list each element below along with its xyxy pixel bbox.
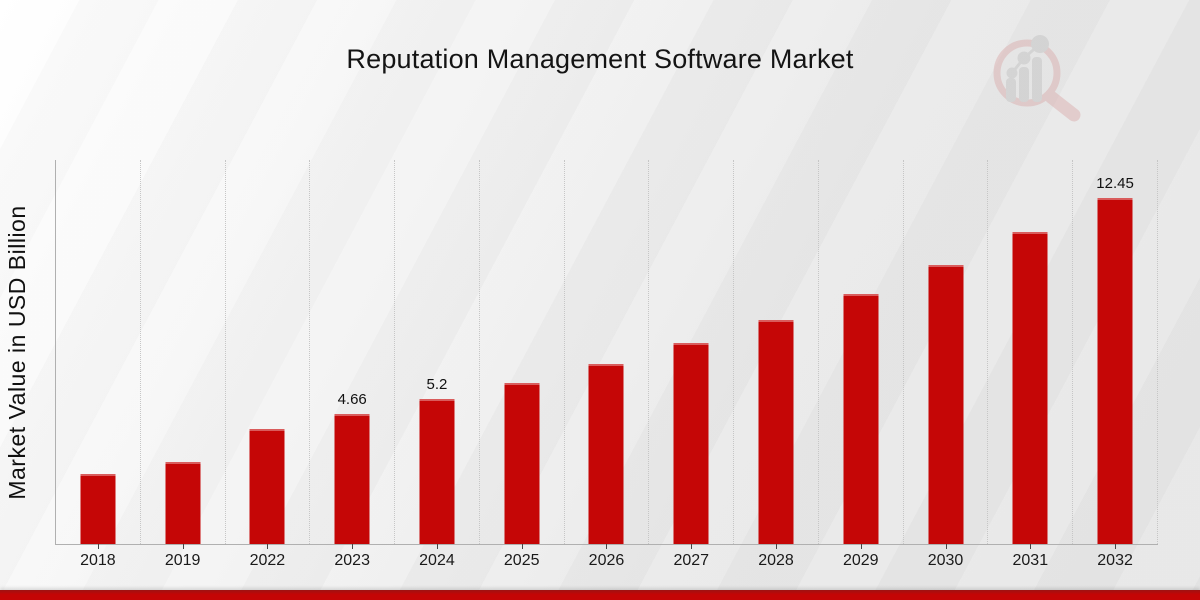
x-axis-tick bbox=[691, 544, 693, 549]
x-axis-label: 2018 bbox=[80, 552, 116, 569]
x-axis-tick bbox=[776, 544, 777, 549]
bar-value-label: 4.66 bbox=[337, 391, 367, 409]
x-axis-tick bbox=[436, 544, 438, 549]
bar-value-label: 5.2 bbox=[426, 376, 448, 394]
plot-area: 2018 2019 2022 4.66 2023 5.2 2024 2025 2026 2027 2… bbox=[55, 160, 1158, 569]
logo-bar-medium bbox=[1019, 67, 1029, 102]
bar bbox=[673, 343, 709, 544]
mrfr-logo-watermark bbox=[993, 35, 1081, 122]
bar-column: 2027 bbox=[649, 160, 735, 569]
bar-column: 2030 bbox=[904, 160, 989, 569]
x-axis-tick bbox=[267, 544, 269, 549]
x-axis-tick bbox=[945, 544, 947, 549]
bar-column: 2031 bbox=[988, 160, 1074, 569]
x-axis-label: 2022 bbox=[249, 552, 286, 569]
bar bbox=[419, 399, 455, 544]
bar-value-label: 12.45 bbox=[1096, 174, 1134, 192]
bar bbox=[334, 414, 370, 544]
magnifier-ring-icon bbox=[993, 39, 1061, 107]
chart-title: Reputation Management Software Market bbox=[346, 44, 854, 74]
footer-accent-stripe bbox=[0, 590, 1200, 600]
bar-column: 2028 bbox=[734, 160, 819, 569]
x-axis-label: 2023 bbox=[334, 552, 370, 569]
x-axis-tick bbox=[521, 544, 523, 549]
x-axis-tick bbox=[860, 544, 862, 549]
y-axis-title: Market Value in USD Billion bbox=[4, 205, 30, 500]
bar bbox=[928, 265, 964, 544]
x-axis-tick bbox=[352, 544, 354, 549]
x-axis-tick bbox=[1030, 544, 1032, 549]
bar bbox=[80, 474, 116, 544]
bar-column: 4.66 2023 bbox=[310, 160, 396, 569]
x-axis-label: 2028 bbox=[758, 552, 794, 569]
bar bbox=[758, 320, 794, 544]
bar-column: 2029 bbox=[819, 160, 904, 569]
bar bbox=[843, 293, 879, 544]
x-axis-tick bbox=[606, 544, 608, 549]
bar bbox=[165, 461, 201, 544]
logo-node-medium bbox=[1017, 51, 1031, 65]
x-axis-label: 2026 bbox=[588, 552, 625, 569]
x-axis-label: 2025 bbox=[503, 552, 540, 569]
logo-node-small bbox=[1006, 67, 1018, 79]
x-axis-label: 2024 bbox=[419, 552, 455, 569]
x-axis-label: 2019 bbox=[164, 552, 201, 569]
x-axis-label: 2031 bbox=[1012, 552, 1049, 569]
logo-trend-line bbox=[1010, 42, 1041, 74]
x-axis-label: 2027 bbox=[673, 552, 710, 569]
bar-column: 2025 bbox=[480, 160, 565, 569]
bar-column: 12.45 2032 bbox=[1073, 160, 1158, 569]
x-axis-label: 2032 bbox=[1097, 552, 1133, 569]
bar-column: 2026 bbox=[565, 160, 650, 569]
x-axis-label: 2030 bbox=[927, 552, 964, 569]
bar bbox=[1097, 197, 1133, 544]
x-axis-label: 2029 bbox=[842, 552, 879, 569]
bar-column: 2022 bbox=[226, 160, 311, 569]
x-axis-tick bbox=[1115, 544, 1117, 549]
bar-column: 2019 bbox=[141, 160, 226, 569]
bar bbox=[588, 363, 624, 544]
x-axis-tick bbox=[182, 544, 184, 549]
logo-bar-small bbox=[1006, 78, 1016, 102]
bar bbox=[249, 428, 285, 544]
magnifier-handle-icon bbox=[1044, 90, 1081, 122]
bar-column: 5.2 2024 bbox=[395, 160, 480, 569]
x-axis-tick bbox=[97, 544, 99, 549]
logo-bar-large bbox=[1032, 57, 1042, 102]
bar bbox=[504, 382, 540, 544]
logo-node-large bbox=[1031, 35, 1049, 53]
bar bbox=[1012, 232, 1048, 544]
bar-column: 2018 bbox=[56, 160, 141, 569]
